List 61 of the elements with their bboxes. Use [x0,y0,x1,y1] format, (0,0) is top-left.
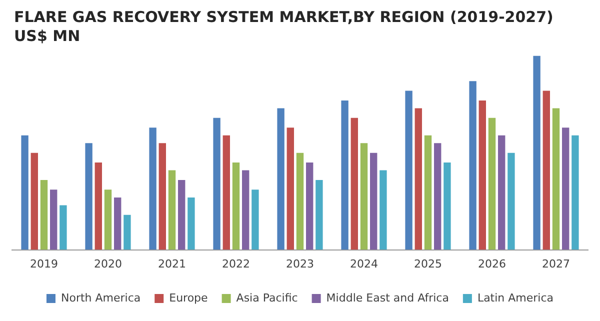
bar [434,143,442,250]
bar [30,152,38,250]
bar [350,118,358,250]
bar [286,128,294,250]
bar [469,81,476,250]
legend-label: Asia Pacific [236,291,298,304]
bar [380,170,387,250]
bar [60,205,67,250]
bar [316,180,323,250]
bar [533,56,540,250]
bar [124,214,131,250]
x-tick-label: 2026 [478,257,506,270]
chart-title: FLARE GAS RECOVERY SYSTEM MARKET,BY REGION (2019-2027) [13,8,554,27]
legend-label: Europe [169,291,208,304]
bar [360,143,368,250]
legend-label: Latin America [477,291,554,304]
bar [188,197,195,250]
bar [508,152,515,250]
bar [158,143,166,250]
bar [306,162,314,250]
bar [488,118,496,250]
bar [40,180,48,250]
bar [85,143,92,250]
legend-label: Middle East and Africa [326,291,449,304]
bar [424,135,432,250]
bar [572,135,579,250]
bar [296,152,304,250]
x-tick-label: 2027 [542,257,570,270]
bar [414,108,422,250]
bar [341,100,348,250]
bar [562,128,570,250]
bar [50,190,58,250]
bar [104,190,112,250]
bar [242,170,250,250]
x-tick-label: 2021 [158,257,186,270]
x-tick-label: 2022 [222,257,250,270]
chart-subtitle: US$ MN [13,27,82,46]
bar [168,170,176,250]
bar [21,135,28,250]
bar [498,135,506,250]
bar [232,162,240,250]
bar [94,162,102,250]
bar [149,128,156,250]
bar [178,180,186,250]
bar [252,190,259,250]
bar [222,135,230,250]
x-tick-label: 2023 [286,257,314,270]
bar [370,152,378,250]
bar [213,118,220,250]
x-tick-label: 2024 [350,257,378,270]
bar [277,108,284,250]
bar [552,108,560,250]
bar [114,197,122,250]
bar [444,162,451,250]
bar [405,90,412,250]
x-tick-label: 2020 [94,257,122,270]
x-tick-label: 2025 [414,257,442,270]
bar [542,90,550,250]
legend-label: North America [60,291,141,304]
x-tick-label: 2019 [30,257,58,270]
bar [478,100,486,250]
